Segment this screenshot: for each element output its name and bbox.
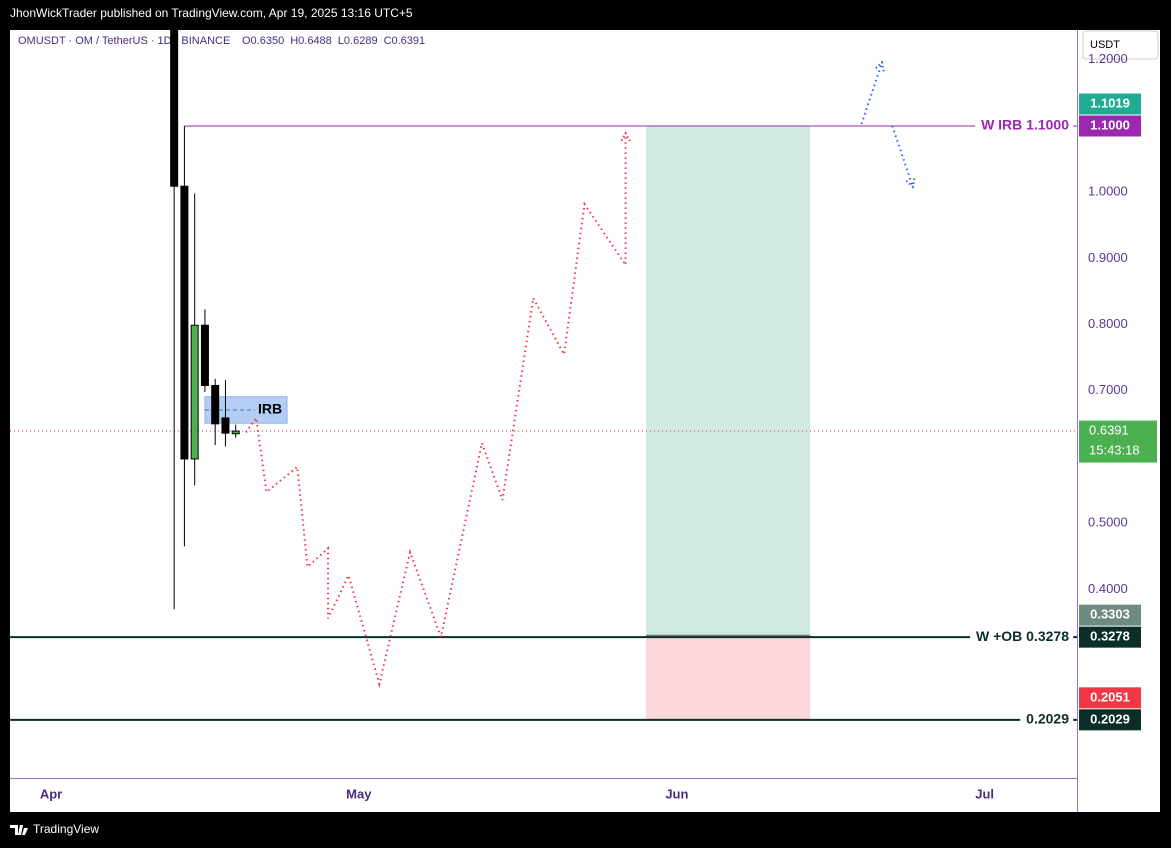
y-tick-label: 0.7000: [1088, 382, 1128, 397]
price-label-box: [1079, 604, 1141, 626]
y-tick-label: 0.4000: [1088, 581, 1128, 596]
x-tick-label: May: [346, 786, 372, 801]
price-label: 0.3278: [1090, 629, 1130, 644]
projection-arrowhead: [874, 60, 885, 72]
price-label: 0.2051: [1090, 689, 1130, 704]
ohlc-value: L0.6289: [338, 35, 378, 47]
y-tick-label: 0.9000: [1088, 250, 1128, 265]
candle-body: [190, 324, 199, 460]
candle-body: [180, 185, 189, 460]
price-label-box: [1079, 687, 1141, 709]
level-label-background: [970, 627, 1074, 644]
chart-background: [10, 30, 1160, 812]
projection-arrowhead: [620, 131, 631, 142]
price-label: 1.1000: [1090, 117, 1130, 132]
level-label: 0.2029: [1026, 711, 1069, 727]
y-tick-label: 0.8000: [1088, 316, 1128, 331]
x-tick-label: Apr: [40, 786, 62, 801]
countdown-label: 15:43:18: [1089, 443, 1140, 458]
symbol-legend: OMUSDT · OM / TetherUS · 1D · BINANCE: [18, 35, 230, 47]
price-label-box: [1079, 115, 1141, 137]
loss-zone: [646, 635, 811, 720]
price-label-box: [1079, 709, 1141, 731]
ohlc-value: H0.6488: [290, 35, 332, 47]
price-label: 1.1019: [1090, 95, 1130, 110]
y-tick-label: 0.5000: [1088, 515, 1128, 530]
price-label-box: [1079, 93, 1141, 115]
profit-zone: [646, 125, 811, 636]
candle-body: [231, 430, 240, 435]
projection-arrowhead: [905, 177, 916, 189]
price-label: 0.2029: [1090, 711, 1130, 726]
level-label-background: [1020, 710, 1074, 727]
y-tick-label: 1.0000: [1088, 184, 1128, 199]
irb-label: IRB: [258, 401, 282, 417]
projection-path: [891, 125, 914, 188]
level-label: W +OB 0.3278: [976, 628, 1069, 644]
price-label-box: [1079, 626, 1141, 648]
footer-logo: [10, 825, 28, 835]
footer-brand: TradingView: [33, 822, 99, 836]
ohlc-value: C0.6391: [384, 35, 426, 47]
x-tick-label: Jul: [975, 786, 994, 801]
candle-body: [211, 384, 220, 425]
currency-label: USDT: [1090, 39, 1120, 51]
candle-body: [221, 417, 230, 434]
ohlc-value: O0.6350: [242, 35, 284, 47]
level-label: W IRB 1.1000: [981, 117, 1069, 133]
candle-body: [170, 30, 179, 187]
price-label: 0.3303: [1090, 607, 1130, 622]
header-text: JhonWickTrader published on TradingView.…: [10, 6, 413, 20]
y-tick-label: 1.2000: [1088, 51, 1128, 66]
x-tick-label: Jun: [665, 786, 688, 801]
candle-body: [200, 324, 209, 386]
plot-area: W IRB 1.1000 W +OB 0.3278 0.2029 IRB: [10, 30, 1077, 727]
projection-path: [860, 62, 884, 125]
projection-path: [245, 133, 627, 688]
level-label-background: [975, 116, 1074, 133]
currency-box: [1082, 30, 1159, 60]
current-price-box: [1079, 420, 1157, 463]
current-price-label: 0.6391: [1089, 423, 1129, 438]
